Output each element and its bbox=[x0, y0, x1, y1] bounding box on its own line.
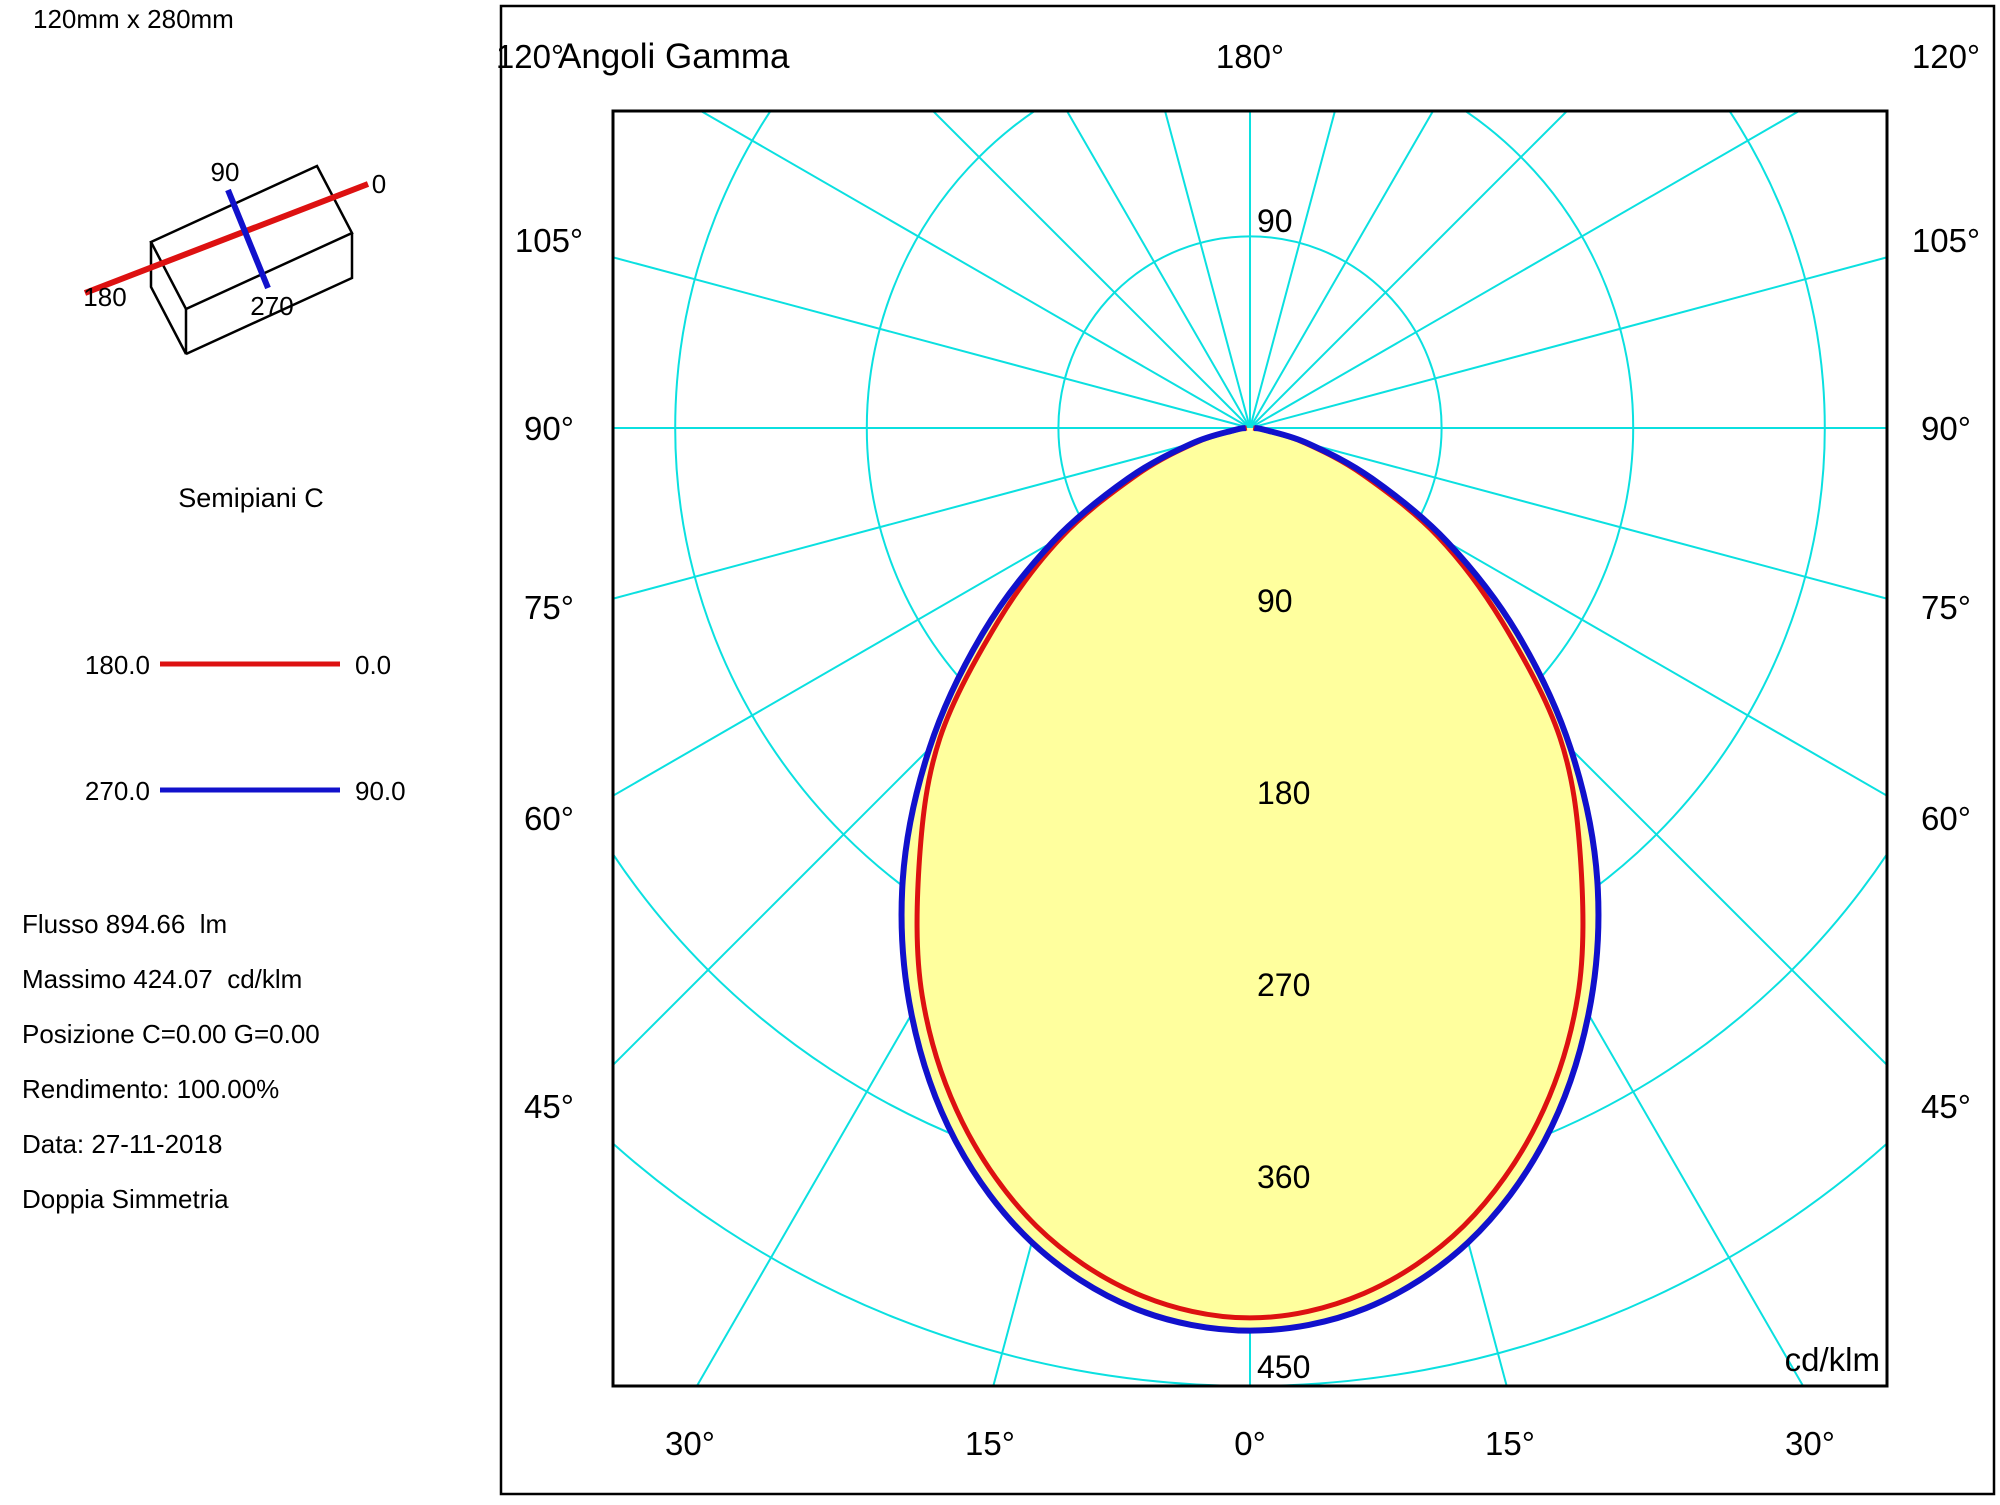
gamma-label-bottom-15L: 15° bbox=[965, 1425, 1015, 1462]
grid-radial-300 bbox=[613, 427, 1251, 797]
grid-radial-75 bbox=[1249, 427, 1887, 600]
ring-label-450: 450 bbox=[1257, 1349, 1310, 1385]
stat-flusso: Flusso 894.66 lm bbox=[22, 909, 227, 939]
legend-row1-right: 0.0 bbox=[355, 650, 391, 680]
stat-massimo: Massimo 424.07 cd/klm bbox=[22, 964, 302, 994]
ring-label-180: 180 bbox=[1257, 775, 1310, 811]
gamma-label-right-60: 60° bbox=[1921, 800, 1971, 837]
gamma-label-top-left-120: 120° bbox=[496, 38, 564, 75]
plot-area-border bbox=[611, 109, 1889, 1388]
grid-radial-195 bbox=[1164, 111, 1251, 429]
unit-label: cd/klm bbox=[1785, 1341, 1880, 1378]
chart-title: Angoli Gamma bbox=[558, 37, 790, 76]
grid-radial-105 bbox=[1249, 256, 1887, 429]
stat-rendimento: Rendimento: 100.00% bbox=[22, 1074, 279, 1104]
semipiani-title: Semipiani C bbox=[178, 483, 324, 513]
grid-radial-285 bbox=[613, 427, 1251, 600]
ring-label-up-90: 90 bbox=[1257, 203, 1293, 239]
ring-label-90: 90 bbox=[1257, 583, 1293, 619]
luminaire-sketch bbox=[149, 164, 354, 356]
gamma-label-right-75: 75° bbox=[1921, 589, 1971, 626]
c0-c180-axis-line bbox=[83, 181, 370, 296]
legend: 180.0 0.0 270.0 90.0 bbox=[85, 650, 406, 806]
gamma-label-top-180: 180° bbox=[1216, 38, 1284, 75]
box-top-face bbox=[149, 164, 354, 311]
grid-radial-60 bbox=[1249, 427, 1887, 797]
gamma-label-bottom-30L: 30° bbox=[665, 1425, 715, 1462]
gamma-label-left-90: 90° bbox=[524, 410, 574, 447]
curve-fill bbox=[901, 428, 1599, 1331]
gamma-label-right-45: 45° bbox=[1921, 1088, 1971, 1125]
luminaire-dimensions: 120mm x 280mm bbox=[33, 4, 234, 34]
gamma-label-top-right-120: 120° bbox=[1912, 38, 1980, 75]
photometric-curves bbox=[898, 425, 1602, 1334]
gamma-label-bottom-30R: 30° bbox=[1785, 1425, 1835, 1462]
stat-posizione: Posizione C=0.00 G=0.00 bbox=[22, 1019, 320, 1049]
ring-label-270: 270 bbox=[1257, 967, 1310, 1003]
legend-row2-right: 90.0 bbox=[355, 776, 406, 806]
c90-c270-axis-line bbox=[225, 188, 271, 290]
gamma-label-right-90: 90° bbox=[1921, 410, 1971, 447]
gamma-label-bottom-15R: 15° bbox=[1485, 1425, 1535, 1462]
box-label-0: 0 bbox=[372, 169, 386, 199]
stat-data: Data: 27-11-2018 bbox=[22, 1129, 222, 1159]
box-label-90: 90 bbox=[211, 157, 240, 187]
grid-radial-135 bbox=[1249, 111, 1569, 429]
box-front-face bbox=[185, 233, 354, 356]
legend-row2-left: 270.0 bbox=[85, 776, 150, 806]
grid-radial-150 bbox=[1249, 111, 1435, 429]
grid-radial-120 bbox=[1249, 111, 1802, 429]
grid-radial-240 bbox=[698, 111, 1251, 429]
grid-radial-165 bbox=[1249, 111, 1336, 429]
gamma-label-left-75: 75° bbox=[524, 589, 574, 626]
curve-c90-c270 bbox=[898, 425, 1602, 1334]
curve-c0-c180 bbox=[914, 425, 1586, 1321]
legend-row1-left: 180.0 bbox=[85, 650, 150, 680]
box-label-270: 270 bbox=[250, 291, 293, 321]
stats-block: Flusso 894.66 lm Massimo 424.07 cd/klm P… bbox=[22, 909, 320, 1214]
grid-radial-210 bbox=[1065, 111, 1251, 429]
chart-panel-border bbox=[499, 4, 1996, 1496]
ring-label-360: 360 bbox=[1257, 1159, 1310, 1195]
gamma-label-left-60: 60° bbox=[524, 800, 574, 837]
gamma-label-left-105: 105° bbox=[515, 222, 583, 259]
grid-radial-255 bbox=[613, 256, 1251, 429]
stat-simmetria: Doppia Simmetria bbox=[22, 1184, 229, 1214]
grid-radial-225 bbox=[931, 111, 1251, 429]
gamma-label-bottom-0: 0° bbox=[1234, 1425, 1266, 1462]
box-label-180: 180 bbox=[83, 282, 126, 312]
gamma-label-right-105: 105° bbox=[1912, 222, 1980, 259]
gamma-label-left-45: 45° bbox=[524, 1088, 574, 1125]
